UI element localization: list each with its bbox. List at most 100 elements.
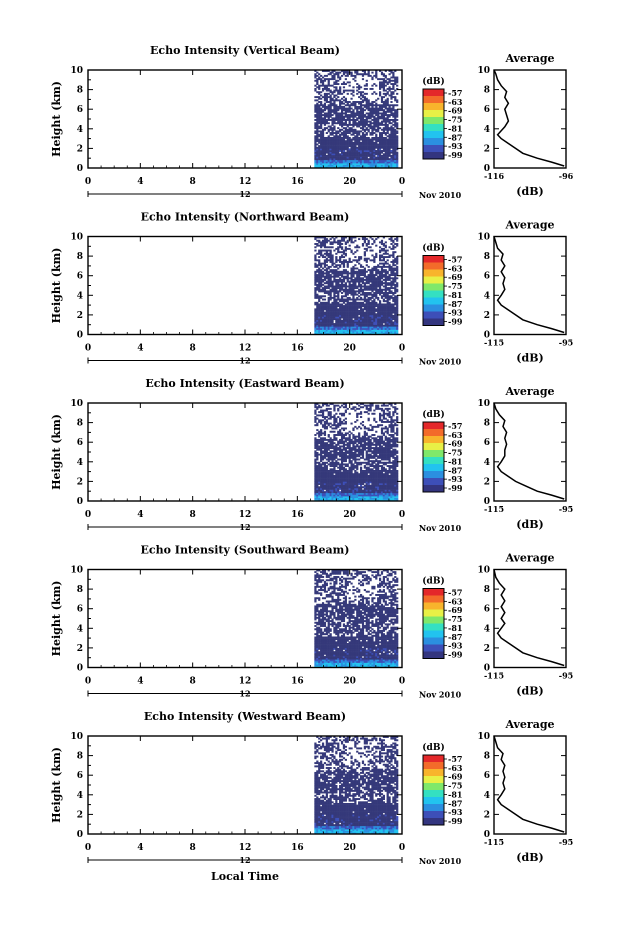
heatmap-cell <box>347 135 349 137</box>
y-axis-label: Height (km) <box>50 248 63 324</box>
heatmap-cell <box>369 297 371 299</box>
heatmap-cell <box>331 416 333 418</box>
heatmap-cell <box>341 279 343 281</box>
heatmap-cell <box>322 80 324 82</box>
heatmap-cell <box>318 126 320 128</box>
heatmap-cell <box>358 256 360 258</box>
heatmap-cell <box>388 287 390 289</box>
heatmap-cell <box>331 276 333 278</box>
heatmap-cell <box>347 261 349 263</box>
heatmap-cell <box>377 303 379 305</box>
heatmap-cell <box>354 268 356 270</box>
heatmap-cell <box>326 246 328 248</box>
heatmap-cell <box>314 437 316 439</box>
profile-y-tick-label: 10 <box>477 233 490 243</box>
heatmap-cell <box>368 124 370 126</box>
heatmap-cell <box>345 299 347 301</box>
heatmap-cell <box>358 238 360 240</box>
heatmap-cell <box>318 414 320 416</box>
heatmap-cell <box>369 88 371 90</box>
heatmap-cell <box>379 91 381 93</box>
heatmap-cell <box>360 256 362 258</box>
heatmap-cell <box>335 130 337 132</box>
heatmap-cell <box>335 80 337 82</box>
heatmap-cell <box>341 137 343 139</box>
heatmap-cell <box>360 101 362 103</box>
heatmap-cell <box>394 258 396 260</box>
panel-title: Echo Intensity (Eastward Beam) <box>145 377 344 390</box>
colorbar-segment <box>423 96 444 103</box>
heatmap-cell <box>366 88 368 90</box>
heatmap-cell <box>326 137 328 139</box>
heatmap-cell <box>335 418 337 420</box>
heatmap-cell <box>318 104 320 106</box>
heatmap-cell <box>366 98 368 100</box>
heatmap-cell <box>339 99 341 101</box>
heatmap-cell <box>375 150 377 152</box>
heatmap-cell <box>369 259 371 261</box>
heatmap-cell <box>392 119 394 121</box>
heatmap-cell <box>390 126 392 128</box>
heatmap-cell <box>324 437 326 439</box>
heatmap-cell <box>339 463 341 465</box>
heatmap-cell <box>349 245 351 247</box>
heatmap-cell <box>371 119 373 121</box>
heatmap-cell <box>390 277 392 279</box>
heatmap-cell <box>316 75 318 77</box>
heatmap-cell <box>383 274 385 276</box>
heatmap-cell <box>345 259 347 261</box>
heatmap-cell <box>366 299 368 301</box>
heatmap-cell <box>379 78 381 80</box>
colorbar-segment <box>423 131 444 138</box>
heatmap-cell <box>350 447 352 449</box>
heatmap-cell <box>333 132 335 134</box>
heatmap-cell <box>381 155 383 157</box>
heatmap-cell <box>324 299 326 301</box>
heatmap-cell <box>335 413 337 415</box>
x-tick-label: 16 <box>291 177 304 187</box>
heatmap-cell <box>320 130 322 132</box>
heatmap-cell <box>392 245 394 247</box>
heatmap-cell <box>383 299 385 301</box>
panel-title: Echo Intensity (Vertical Beam) <box>150 44 340 57</box>
heatmap-cell <box>394 104 396 106</box>
heatmap-cell <box>350 111 352 113</box>
heatmap-cell <box>390 295 392 297</box>
heatmap-cell <box>347 240 349 242</box>
heatmap-cell <box>330 468 332 470</box>
profile-y-tick-label: 6 <box>484 272 490 282</box>
heatmap-cell <box>335 444 337 446</box>
heatmap-cell <box>314 96 316 98</box>
heatmap-cell <box>345 104 347 106</box>
heatmap-cell <box>358 269 360 271</box>
heatmap-cell <box>383 73 385 75</box>
heatmap-cell <box>375 134 377 136</box>
heatmap-cell <box>328 463 330 465</box>
heatmap-cell <box>314 459 316 461</box>
heatmap-cell <box>316 103 318 105</box>
heatmap-cell <box>356 290 358 292</box>
profile-x-label: (dB) <box>516 185 543 198</box>
heatmap-cell <box>356 117 358 119</box>
heatmap-cell <box>339 264 341 266</box>
heatmap-cell <box>345 418 347 420</box>
heatmap-cell <box>366 243 368 245</box>
heatmap-cells <box>314 403 398 501</box>
heatmap-cell <box>381 121 383 123</box>
heatmap-cell <box>333 286 335 288</box>
heatmap-cell <box>324 491 326 493</box>
heatmap-cell <box>381 81 383 83</box>
heatmap-cell <box>339 153 341 155</box>
heatmap-cell <box>314 250 316 252</box>
heatmap-cell <box>354 119 356 121</box>
heatmap-cell <box>364 93 366 95</box>
heatmap-cell <box>381 112 383 114</box>
heatmap-cell <box>347 129 349 131</box>
heatmap-cell <box>390 83 392 85</box>
heatmap-cell <box>388 86 390 88</box>
heatmap-cell <box>358 310 360 312</box>
heatmap-cell <box>371 300 373 302</box>
heatmap-cell <box>394 109 396 111</box>
